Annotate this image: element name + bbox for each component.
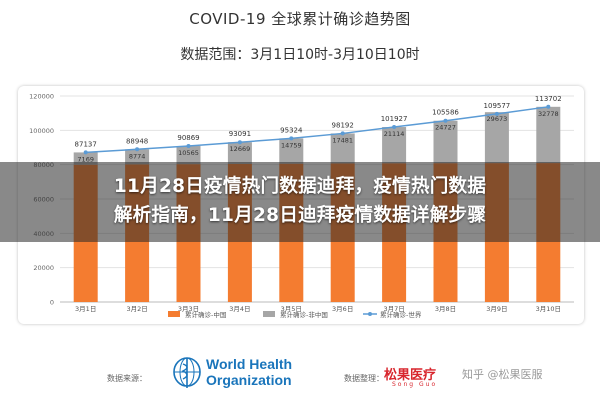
bar-non-china bbox=[484, 112, 509, 164]
legend-swatch bbox=[263, 311, 275, 317]
non-china-value-label: 10565 bbox=[178, 149, 199, 157]
headline-line-1: 11月28日疫情热门数据迪拜，疫情热门数据 bbox=[113, 176, 487, 197]
world-series-line bbox=[85, 106, 549, 154]
non-china-value-label: 7169 bbox=[77, 155, 94, 163]
chart-title: COVID-19 全球累计确诊趋势图 bbox=[189, 10, 411, 28]
world-value-label: 90869 bbox=[177, 134, 199, 142]
organizer-label: 数据整理： bbox=[344, 374, 384, 383]
legend-label: 累计确诊-非中国 bbox=[280, 310, 328, 319]
y-tick-label: 20000 bbox=[33, 264, 54, 272]
who-logo-text: World Health Organization bbox=[206, 356, 292, 388]
y-tick-label: 100000 bbox=[29, 127, 54, 135]
source-label: 数据来源： bbox=[107, 374, 147, 383]
world-series-point bbox=[546, 104, 551, 109]
bar-non-china bbox=[330, 133, 355, 164]
world-value-label: 98192 bbox=[332, 121, 354, 129]
non-china-value-label: 14759 bbox=[281, 141, 302, 149]
world-series-point bbox=[186, 144, 191, 149]
headline-text: 11月28日疫情热门数据迪拜，疫情热门数据 解析指南，11月28日迪拜疫情数据详… bbox=[0, 172, 600, 230]
legend-swatch-point bbox=[368, 312, 372, 316]
world-series-point bbox=[237, 140, 242, 145]
y-tick-label: 0 bbox=[50, 299, 54, 307]
organizer-logo-sub: Song Guo bbox=[392, 381, 438, 388]
x-tick-label: 3月4日 bbox=[229, 305, 250, 313]
headline-banner bbox=[0, 162, 600, 242]
bar-non-china bbox=[176, 146, 201, 165]
x-tick-label: 3月8日 bbox=[435, 305, 456, 313]
x-tick-label: 3月5日 bbox=[281, 305, 302, 313]
who-name-line-2: Organization bbox=[206, 372, 292, 388]
world-value-label: 88948 bbox=[126, 137, 148, 145]
world-series-point bbox=[340, 131, 345, 136]
non-china-value-label: 24727 bbox=[435, 124, 456, 132]
legend-label: 累计确诊-中国 bbox=[185, 310, 226, 319]
x-tick-label: 3月6日 bbox=[332, 305, 353, 313]
world-series-point bbox=[392, 125, 397, 130]
headline-line-2: 解析指南，11月28日迪拜疫情数据详解步骤 bbox=[113, 205, 487, 226]
bar-non-china bbox=[382, 127, 407, 164]
world-series-point bbox=[83, 150, 88, 155]
bar-non-china bbox=[227, 142, 252, 164]
world-value-label: 113702 bbox=[535, 95, 562, 103]
world-value-label: 95324 bbox=[280, 126, 303, 134]
x-tick-label: 3月3日 bbox=[178, 305, 199, 313]
x-tick-label: 3月9日 bbox=[486, 305, 507, 313]
x-tick-label: 3月10日 bbox=[536, 305, 561, 313]
world-series-point bbox=[443, 118, 448, 123]
data-range-label: 数据范围：3月1日10时-3月10日10时 bbox=[180, 47, 420, 63]
world-value-label: 87137 bbox=[75, 140, 97, 148]
world-value-label: 105586 bbox=[432, 109, 459, 117]
bar-non-china bbox=[536, 106, 561, 164]
organizer-logo: 松果医疗 bbox=[384, 367, 437, 382]
y-tick-label: 120000 bbox=[29, 93, 54, 101]
x-tick-label: 3月7日 bbox=[383, 305, 404, 313]
non-china-value-label: 21114 bbox=[384, 130, 405, 138]
bar-non-china bbox=[433, 120, 458, 164]
bar-non-china bbox=[279, 138, 304, 164]
watermark: 知乎 @松果医服 bbox=[462, 368, 543, 381]
x-tick-label: 3月2日 bbox=[126, 305, 147, 313]
bar-non-china bbox=[125, 149, 150, 165]
bar-non-china bbox=[73, 152, 98, 165]
world-value-label: 101927 bbox=[381, 115, 408, 123]
world-value-label: 109577 bbox=[484, 102, 511, 110]
who-emblem-icon bbox=[173, 357, 201, 388]
who-name-line-1: World Health bbox=[206, 356, 293, 372]
x-tick-label: 3月1日 bbox=[75, 305, 96, 313]
non-china-value-label: 12669 bbox=[230, 145, 251, 153]
world-value-label: 93091 bbox=[229, 130, 251, 138]
legend-swatch bbox=[168, 311, 180, 317]
non-china-value-label: 29673 bbox=[487, 115, 508, 123]
world-series-point bbox=[135, 147, 140, 152]
legend-label: 累计确诊-世界 bbox=[380, 310, 422, 319]
non-china-value-label: 8774 bbox=[129, 152, 146, 160]
non-china-value-label: 32778 bbox=[538, 110, 559, 118]
world-series-point bbox=[494, 111, 499, 116]
non-china-value-label: 17481 bbox=[332, 136, 353, 144]
world-series-point bbox=[289, 136, 294, 141]
